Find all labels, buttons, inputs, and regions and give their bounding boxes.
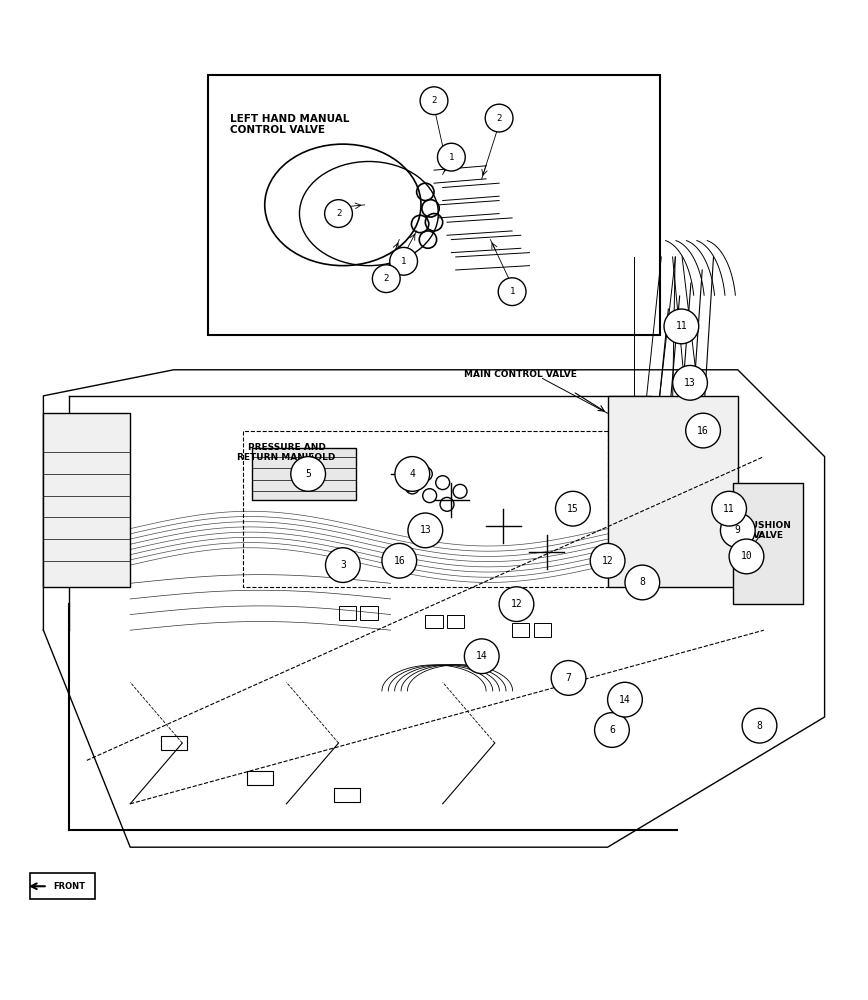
Bar <box>360 606 378 620</box>
Text: 1: 1 <box>449 153 454 162</box>
Text: 2: 2 <box>496 114 502 123</box>
Bar <box>43 413 130 587</box>
Text: 13: 13 <box>419 525 431 535</box>
Circle shape <box>673 365 707 400</box>
Text: PRESSURE AND
RETURN MANIFOLD: PRESSURE AND RETURN MANIFOLD <box>237 443 336 462</box>
Bar <box>252 448 356 500</box>
Text: 2: 2 <box>431 96 437 105</box>
Text: 12: 12 <box>510 599 523 609</box>
Text: 6: 6 <box>609 725 615 735</box>
Bar <box>334 788 360 802</box>
Text: 2: 2 <box>384 274 389 283</box>
Bar <box>161 736 187 750</box>
Bar <box>208 75 660 335</box>
Text: FRONT: FRONT <box>54 882 85 891</box>
Text: 16: 16 <box>393 556 405 566</box>
Text: 14: 14 <box>619 695 631 705</box>
Text: 10: 10 <box>740 551 753 561</box>
Bar <box>447 615 464 628</box>
Text: 11: 11 <box>675 321 687 331</box>
Circle shape <box>664 309 699 344</box>
Text: 8: 8 <box>640 577 645 587</box>
Circle shape <box>382 543 417 578</box>
Circle shape <box>291 457 326 491</box>
Circle shape <box>499 587 534 622</box>
Circle shape <box>395 457 430 491</box>
Bar <box>512 623 529 637</box>
Circle shape <box>608 682 642 717</box>
Bar <box>534 623 551 637</box>
Bar <box>339 606 356 620</box>
Circle shape <box>590 543 625 578</box>
Text: CUSHION
VALVE: CUSHION VALVE <box>745 521 792 540</box>
Text: 3: 3 <box>340 560 345 570</box>
Text: 5: 5 <box>306 469 311 479</box>
Text: 11: 11 <box>723 504 735 514</box>
Circle shape <box>595 713 629 747</box>
Circle shape <box>686 413 720 448</box>
Text: 15: 15 <box>567 504 579 514</box>
Circle shape <box>408 513 443 548</box>
Circle shape <box>326 548 360 582</box>
Circle shape <box>372 265 400 293</box>
Circle shape <box>742 708 777 743</box>
Text: 2: 2 <box>336 209 341 218</box>
Circle shape <box>551 661 586 695</box>
Circle shape <box>712 491 746 526</box>
Circle shape <box>485 104 513 132</box>
Circle shape <box>390 247 418 275</box>
Circle shape <box>420 87 448 115</box>
Bar <box>608 396 738 587</box>
Circle shape <box>556 491 590 526</box>
Text: 14: 14 <box>476 651 488 661</box>
Text: 1: 1 <box>510 287 515 296</box>
Text: 1: 1 <box>401 257 406 266</box>
Text: 16: 16 <box>697 426 709 436</box>
Circle shape <box>325 200 352 227</box>
Text: 12: 12 <box>602 556 614 566</box>
Circle shape <box>464 639 499 674</box>
Text: LEFT HAND MANUAL
CONTROL VALVE: LEFT HAND MANUAL CONTROL VALVE <box>230 114 350 135</box>
Text: 8: 8 <box>757 721 762 731</box>
Bar <box>247 771 273 785</box>
Circle shape <box>498 278 526 306</box>
Text: 9: 9 <box>735 525 740 535</box>
Text: 13: 13 <box>684 378 696 388</box>
Circle shape <box>729 539 764 574</box>
Bar <box>425 615 443 628</box>
Text: MAIN CONTROL VALVE: MAIN CONTROL VALVE <box>464 370 577 379</box>
Circle shape <box>720 513 755 548</box>
Circle shape <box>437 143 465 171</box>
Text: 7: 7 <box>566 673 571 683</box>
Circle shape <box>625 565 660 600</box>
Text: 4: 4 <box>410 469 415 479</box>
Bar <box>733 483 803 604</box>
